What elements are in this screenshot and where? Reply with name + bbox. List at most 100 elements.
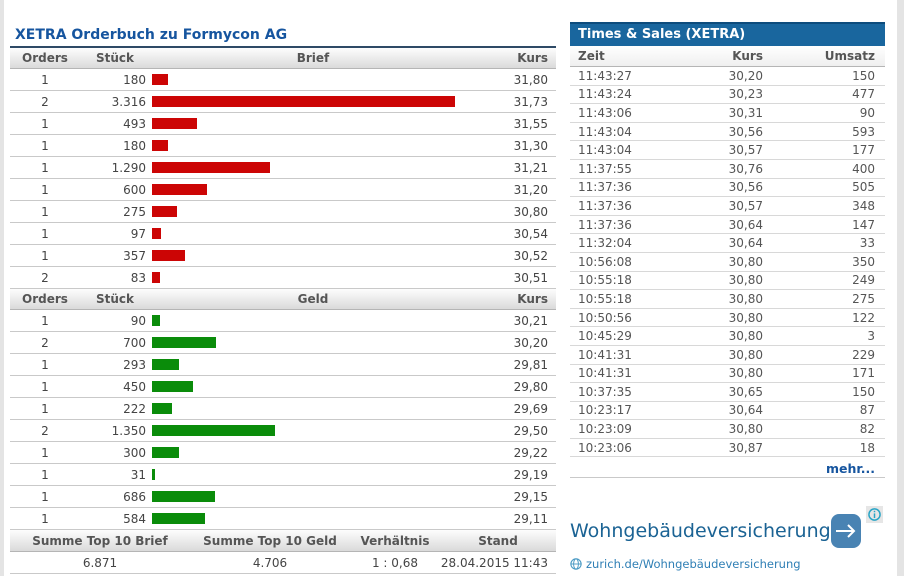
kurs-value: 29,11 xyxy=(513,511,548,526)
times-sales-panel: Times & Sales (XETRA) Zeit Kurs Umsatz 1… xyxy=(570,22,885,571)
trade-price: 30,76 xyxy=(728,161,763,176)
times-sales-row: 10:23:06 30,87 18 xyxy=(570,439,885,458)
volume-bar-cell xyxy=(150,118,476,129)
trade-time: 11:32:04 xyxy=(578,236,632,251)
kurs-value: 29,50 xyxy=(513,423,548,438)
trade-time: 10:45:29 xyxy=(578,329,632,344)
orderbook-ask-row: 1 180 31,30 xyxy=(10,135,556,157)
times-sales-row: 10:37:35 30,65 150 xyxy=(570,383,885,402)
kurs-value: 31,55 xyxy=(513,116,548,131)
orders-count: 1 xyxy=(41,467,49,482)
times-sales-row: 11:37:55 30,76 400 xyxy=(570,160,885,179)
summary-timestamp: 28.04.2015 11:43 xyxy=(440,555,548,570)
trade-price: 30,56 xyxy=(728,180,763,195)
volume-bar-cell xyxy=(150,184,476,195)
trade-time: 11:43:06 xyxy=(578,105,632,120)
volume-bar-cell xyxy=(150,140,476,151)
kurs-value: 30,54 xyxy=(513,226,548,241)
trade-volume: 593 xyxy=(852,124,875,139)
summary-header-verhaeltnis: Verhältnis xyxy=(360,533,430,548)
trade-time: 10:50:56 xyxy=(578,310,632,325)
kurs-value: 30,80 xyxy=(513,204,548,219)
orders-count: 1 xyxy=(41,401,49,416)
kurs-value: 29,15 xyxy=(513,489,548,504)
kurs-value: 30,20 xyxy=(513,335,548,350)
ad-arrow-button[interactable] xyxy=(830,514,861,549)
volume-bar-cell xyxy=(150,96,476,107)
times-sales-row: 10:41:31 30,80 229 xyxy=(570,346,885,365)
kurs-value: 29,80 xyxy=(513,379,548,394)
orders-count: 1 xyxy=(41,313,49,328)
orderbook-bid-row: 2 700 30,20 xyxy=(10,332,556,354)
orders-count: 1 xyxy=(41,357,49,372)
trade-price: 30,80 xyxy=(728,254,763,269)
times-sales-row: 11:43:06 30,31 90 xyxy=(570,104,885,123)
trade-volume: 90 xyxy=(859,105,875,120)
times-sales-row: 11:43:24 30,23 477 xyxy=(570,86,885,105)
bid-volume-bar xyxy=(152,491,215,502)
ad-headline[interactable]: Wohngebäudeversicherung xyxy=(570,520,831,543)
ad-info-icon[interactable] xyxy=(866,506,883,524)
volume-bar-cell xyxy=(150,162,476,173)
times-sales-row: 11:32:04 30,64 33 xyxy=(570,234,885,253)
stueck-value: 686 xyxy=(123,489,146,504)
times-sales-row: 11:37:36 30,57 348 xyxy=(570,197,885,216)
volume-bar-cell xyxy=(150,337,476,348)
orderbook-ask-row: 1 600 31,20 xyxy=(10,179,556,201)
orderbook-bid-row: 1 293 29,81 xyxy=(10,354,556,376)
summary-header-stand: Stand xyxy=(478,533,518,548)
ask-volume-bar xyxy=(152,184,207,195)
ad-banner[interactable]: Wohngebäudeversicherung zurich.de/Wohnge… xyxy=(570,502,885,571)
stueck-value: 222 xyxy=(123,401,146,416)
trade-price: 30,80 xyxy=(728,329,763,344)
ask-volume-bar xyxy=(152,228,161,239)
kurs-value: 30,52 xyxy=(513,248,548,263)
summary-header-geld: Summe Top 10 Geld xyxy=(203,533,337,548)
trade-volume: 3 xyxy=(867,329,875,344)
mehr-link[interactable]: mehr... xyxy=(825,461,875,477)
times-sales-row: 11:43:27 30,20 150 xyxy=(570,67,885,86)
orders-count: 1 xyxy=(41,445,49,460)
stueck-value: 584 xyxy=(123,511,146,526)
kurs-value: 31,30 xyxy=(513,138,548,153)
more-row: mehr... xyxy=(570,457,885,479)
column-header-zeit: Zeit xyxy=(578,49,605,63)
column-header-kurs: Kurs xyxy=(732,49,763,63)
orders-count: 1 xyxy=(41,248,49,263)
trade-volume: 18 xyxy=(859,440,875,455)
column-header-orders: Orders xyxy=(22,51,68,65)
summary-sum-brief: 6.871 xyxy=(82,555,118,570)
stueck-value: 97 xyxy=(130,226,146,241)
orderbook-ask-row: 2 83 30,51 xyxy=(10,267,556,289)
trade-volume: 348 xyxy=(852,198,875,213)
trade-time: 11:37:55 xyxy=(578,161,632,176)
orderbook-bid-row: 1 584 29,11 xyxy=(10,508,556,530)
volume-bar-cell xyxy=(150,272,476,283)
summary-sum-geld: 4.706 xyxy=(252,555,288,570)
times-sales-header-row: Zeit Kurs Umsatz xyxy=(570,46,885,67)
trade-price: 30,65 xyxy=(728,384,763,399)
stueck-value: 700 xyxy=(123,335,146,350)
kurs-value: 31,80 xyxy=(513,72,548,87)
kurs-value: 31,20 xyxy=(513,182,548,197)
times-sales-row: 10:41:31 30,80 171 xyxy=(570,365,885,384)
trade-time: 10:41:31 xyxy=(578,347,632,362)
volume-bar-cell xyxy=(150,469,476,480)
orderbook-bid-row: 1 222 29,69 xyxy=(10,398,556,420)
trade-time: 11:43:04 xyxy=(578,124,632,139)
trade-time: 11:43:04 xyxy=(578,143,632,158)
ask-table-header: Orders Stück Brief Kurs xyxy=(10,48,556,69)
times-sales-row: 11:37:36 30,56 505 xyxy=(570,179,885,198)
ad-url-link[interactable]: zurich.de/Wohngebäudeversicherung xyxy=(570,557,885,571)
times-sales-row: 11:43:04 30,56 593 xyxy=(570,123,885,142)
kurs-value: 31,21 xyxy=(513,160,548,175)
trade-price: 30,80 xyxy=(728,273,763,288)
ask-volume-bar xyxy=(152,118,197,129)
info-icon xyxy=(868,508,881,522)
trade-volume: 275 xyxy=(852,291,875,306)
stueck-value: 180 xyxy=(123,138,146,153)
stueck-value: 450 xyxy=(123,379,146,394)
trade-volume: 249 xyxy=(852,273,875,288)
trade-time: 11:37:36 xyxy=(578,217,632,232)
ask-volume-bar xyxy=(152,250,185,261)
